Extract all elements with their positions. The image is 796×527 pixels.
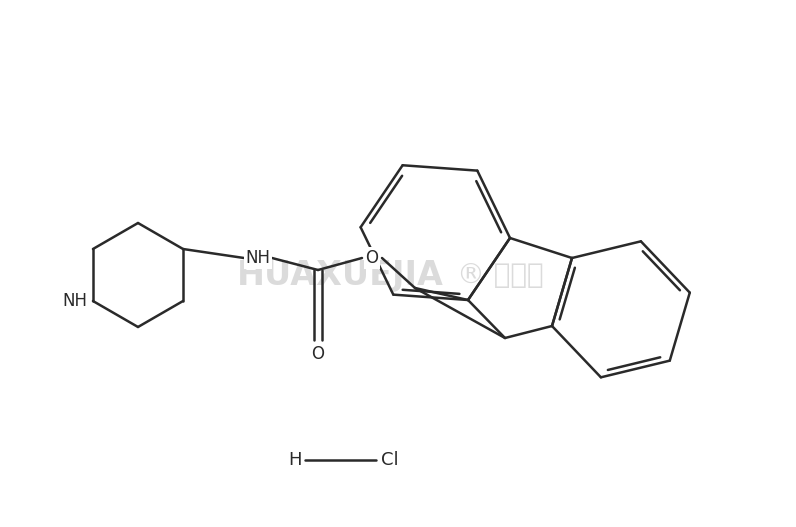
Text: HUAXUEJIA: HUAXUEJIA (236, 259, 443, 291)
Text: NH: NH (62, 292, 88, 310)
Text: Cl: Cl (381, 451, 399, 469)
Text: NH: NH (245, 249, 271, 267)
Text: ® 化学加: ® 化学加 (457, 261, 544, 289)
Text: O: O (311, 345, 325, 363)
Text: H: H (288, 451, 302, 469)
Text: O: O (365, 249, 379, 267)
